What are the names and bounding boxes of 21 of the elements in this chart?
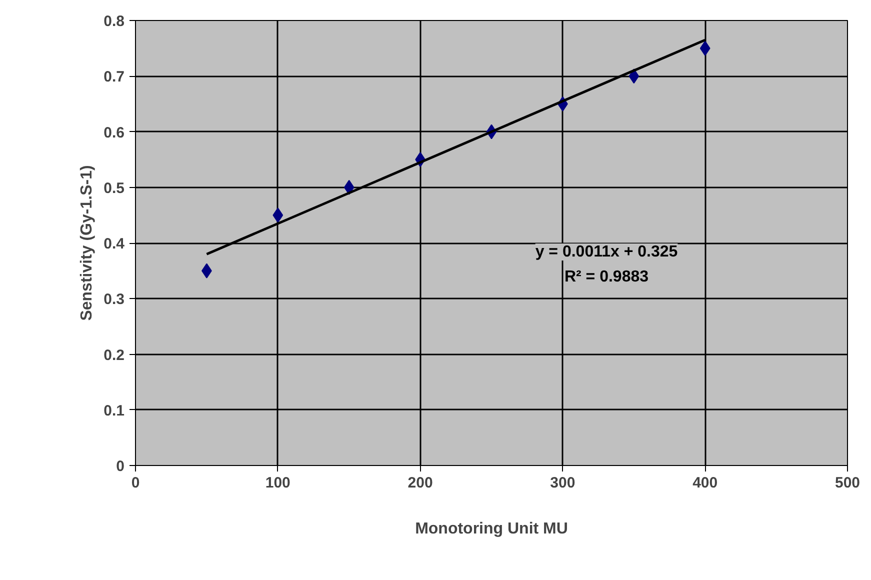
x-tick-label: 200: [408, 474, 433, 492]
x-tick-label: 400: [692, 474, 718, 492]
x-tick-label: 100: [265, 474, 290, 492]
y-tick-label: 0.5: [104, 180, 125, 197]
y-tick-label: 0.1: [104, 402, 125, 420]
x-tick-label: 500: [834, 474, 860, 492]
x-tick-label: 300: [550, 474, 576, 492]
y-tick-label: 0: [116, 458, 124, 475]
y-tick-label: 0.3: [104, 291, 125, 308]
y-axis-title: Senstivity (Gy-1.S-1): [78, 165, 96, 321]
point: [272, 208, 284, 223]
y-tick-label: 0.4: [104, 236, 126, 252]
y-tick-label: 0.6: [104, 124, 125, 142]
y-tick-label: 0.8: [104, 13, 125, 30]
point: [700, 40, 710, 56]
y-tick-label: 0.7: [104, 68, 125, 86]
annotation: R² = 0.9883: [564, 268, 649, 286]
annotation: y = 0.0011x + 0.325: [535, 244, 678, 260]
x-axis-title: Monotoring Unit MU: [415, 520, 568, 538]
y-tick-label: 0.2: [104, 346, 125, 364]
x-tick-label: 0: [131, 474, 140, 492]
